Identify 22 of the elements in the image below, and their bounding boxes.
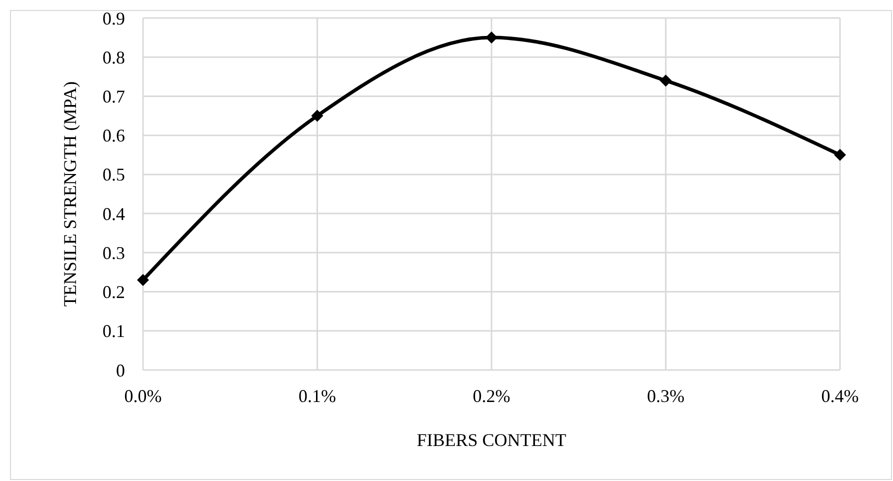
y-tick-label: 0.6 [102,126,125,146]
y-tick-label: 0 [116,360,125,380]
y-tick-label: 0.7 [102,86,125,107]
point [486,32,498,44]
x-tick-label: 0.2% [472,386,510,406]
y-tick-label: 0.2 [102,282,125,302]
y-tick-label: 0.1 [102,321,125,342]
x-tick-label: 0.4% [821,386,859,406]
y-tick-label: 0.8 [102,47,125,68]
y-tick-label: 0.9 [102,8,125,28]
point [660,74,672,87]
x-axis-title: FIBERS CONTENT [416,430,566,450]
x-tick-label: 0.1% [298,386,336,406]
y-axis-title: TENSILE STRENGTH (MPA) [60,81,80,307]
y-tick-label: 0.5 [102,164,125,185]
point [834,148,846,161]
y-tick-label: 0.4 [102,204,125,224]
point [137,274,149,286]
x-tick-label: 0.0% [124,386,162,406]
y-tick-label: 0.3 [102,242,125,263]
x-tick-label: 0.3% [647,386,684,406]
point [311,110,324,122]
